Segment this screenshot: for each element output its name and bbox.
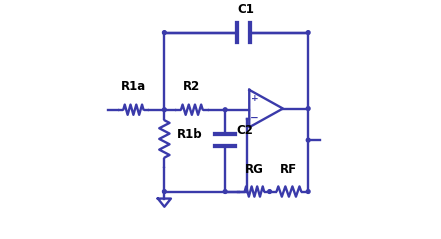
- Text: RG: RG: [245, 163, 264, 176]
- Text: C2: C2: [237, 124, 254, 137]
- Circle shape: [306, 31, 310, 34]
- Circle shape: [163, 190, 166, 193]
- Circle shape: [223, 108, 227, 112]
- Circle shape: [268, 190, 272, 193]
- Text: R2: R2: [183, 80, 201, 93]
- Circle shape: [163, 31, 166, 34]
- Circle shape: [306, 107, 310, 110]
- Text: C1: C1: [238, 3, 254, 16]
- Circle shape: [306, 138, 310, 142]
- Text: +: +: [250, 94, 258, 103]
- Circle shape: [306, 190, 310, 193]
- Text: R1b: R1b: [177, 128, 203, 141]
- Circle shape: [163, 108, 166, 112]
- Text: RF: RF: [280, 163, 297, 176]
- Circle shape: [223, 190, 227, 193]
- Text: R1a: R1a: [121, 80, 146, 93]
- Text: −: −: [250, 112, 259, 122]
